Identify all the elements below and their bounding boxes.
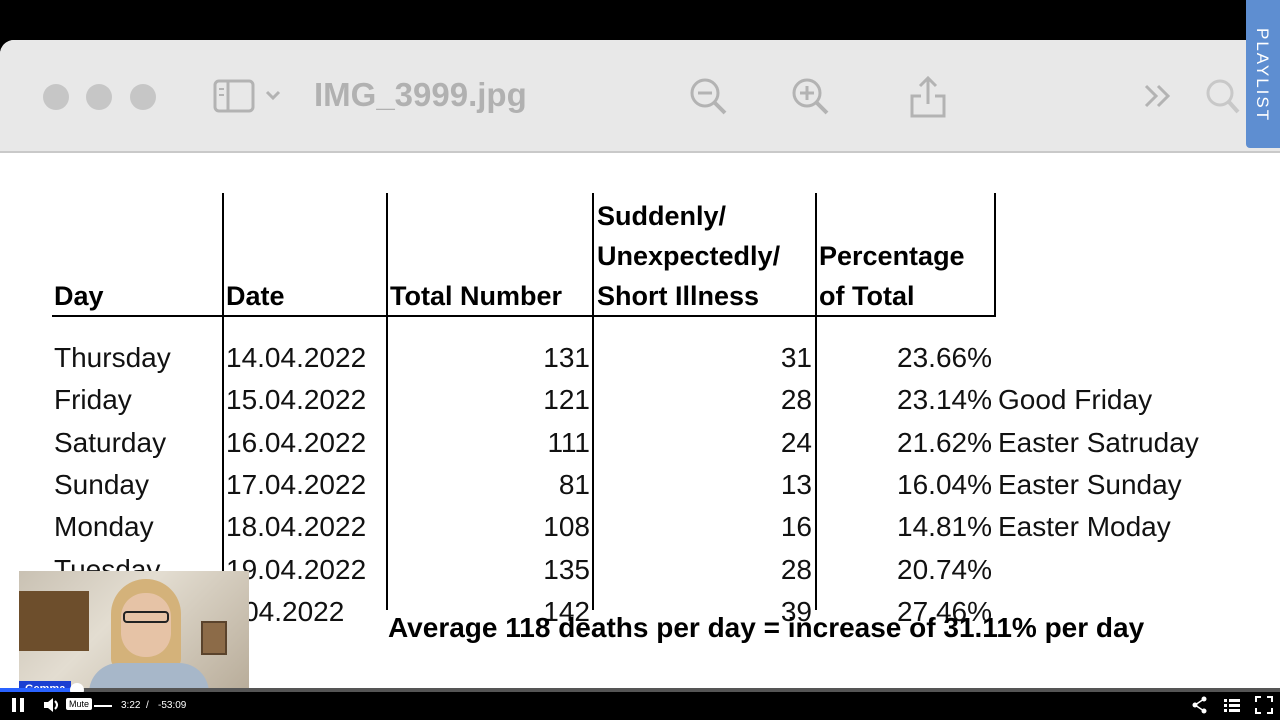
table-cell-pct: 20.74% — [897, 553, 992, 585]
more-tools-icon[interactable] — [1142, 76, 1174, 116]
minimize-window-button[interactable] — [86, 84, 112, 110]
volume-slider[interactable] — [94, 705, 112, 707]
table-cell-sudden: 39 — [780, 595, 812, 627]
mute-tooltip: Mute — [66, 698, 93, 710]
table-cell-sudden: 28 — [780, 384, 812, 416]
table-cell-total: 135 — [543, 553, 590, 585]
close-window-button[interactable] — [43, 84, 69, 110]
table-cell-total: 131 — [543, 342, 590, 373]
table-cell-day: Monday — [54, 511, 154, 543]
search-icon[interactable] — [1204, 76, 1240, 116]
header-date: Date — [226, 281, 285, 311]
preview-window: IMG_3999.jpg — [0, 40, 1280, 688]
header-sudden-line1: Suddenly/ — [597, 201, 727, 231]
document-title: IMG_3999.jpg — [314, 76, 527, 113]
current-time: 3:22 — [121, 700, 141, 711]
table-cell-total: 111 — [547, 426, 590, 458]
pause-icon[interactable] — [10, 696, 26, 719]
title-bar: IMG_3999.jpg — [0, 40, 1280, 153]
header-day: Day — [54, 281, 104, 311]
table-cell-day: Thursday — [54, 342, 171, 373]
table-cell-pct: 14.81% — [897, 511, 992, 543]
header-sudden-line3: Short Illness — [597, 281, 760, 311]
table-cell-pct: 16.04% — [897, 468, 992, 500]
header-percentage-line1: Percentage — [819, 241, 965, 271]
header-divider — [52, 315, 996, 317]
table-cell-pct: 27.46% — [897, 595, 992, 627]
table-cell-pct: 23.66% — [897, 342, 992, 373]
header-total: Total Number — [390, 281, 563, 311]
zoom-window-button[interactable] — [130, 84, 156, 110]
table-cell-sudden: 28 — [780, 553, 812, 585]
volume-icon[interactable] — [42, 696, 62, 719]
table-cell-sudden: 13 — [780, 468, 812, 500]
time-separator: / — [146, 700, 149, 711]
sidebar-toggle-icon[interactable] — [212, 76, 284, 116]
header-sudden-line2: Unexpectedly/ — [597, 241, 781, 271]
table-cell-sudden: 24 — [780, 426, 812, 458]
table-cell-date: 15.04.2022 — [226, 384, 367, 416]
playlist-label: PLAYLIST — [1253, 28, 1272, 123]
table-cell-total: 121 — [543, 384, 590, 416]
table-cell-date: 16.04.2022 — [226, 426, 367, 458]
table-cell-date: ).04.2022 — [226, 595, 345, 627]
table-cell-total: 108 — [543, 511, 590, 543]
presenter-webcam: Gemma — [19, 571, 249, 697]
table-cell-date: 18.04.2022 — [226, 511, 367, 543]
share-icon[interactable] — [908, 75, 948, 118]
table-cell-total: 81 — [558, 468, 590, 500]
remaining-time: -53:09 — [158, 700, 187, 711]
table-cell-date: 14.04.2022 — [226, 342, 367, 373]
table-cell-note: Easter Moday — [998, 511, 1171, 543]
table-cell-sudden: 31 — [780, 342, 812, 373]
zoom-in-icon[interactable] — [790, 76, 830, 116]
table-cell-note: Easter Satruday — [998, 426, 1199, 458]
table-cell-day: Saturday — [54, 426, 167, 458]
table-cell-pct: 23.14% — [897, 384, 992, 416]
table-cell-sudden: 16 — [780, 511, 812, 543]
header-percentage-line2: of Total — [819, 281, 915, 311]
share-icon[interactable] — [1191, 696, 1209, 719]
playlist-tab[interactable]: PLAYLIST — [1246, 0, 1280, 148]
table-cell-total: 142 — [543, 595, 590, 627]
player-controls: Mute 3:22 / -53:09 — [0, 692, 1280, 720]
fullscreen-icon[interactable] — [1255, 696, 1273, 719]
table-cell-pct: 21.62% — [897, 426, 992, 458]
table-cell-date: 19.04.2022 — [226, 553, 367, 585]
zoom-out-icon[interactable] — [688, 76, 728, 116]
seek-bar-fill — [0, 688, 81, 692]
table-cell-note: Easter Sunday — [998, 468, 1182, 500]
table-cell-note: Good Friday — [998, 384, 1153, 416]
table-cell-day: Sunday — [54, 468, 149, 500]
table-cell-date: 17.04.2022 — [226, 468, 367, 500]
playlist-icon[interactable] — [1223, 696, 1241, 719]
table-cell-day: Friday — [54, 384, 132, 416]
summary-text: Average 118 deaths per day = increase of… — [388, 612, 1145, 643]
